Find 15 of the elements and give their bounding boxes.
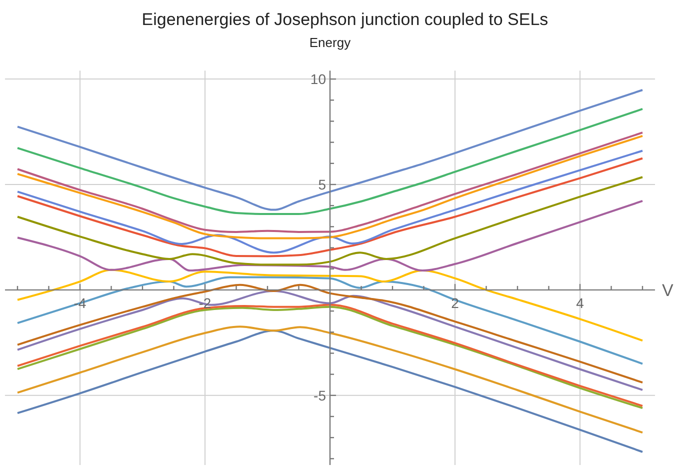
line-series — [16, 330, 644, 453]
line-series — [16, 89, 644, 211]
line-series — [16, 108, 644, 216]
y-tick-label: -5 — [314, 387, 326, 404]
line-series — [16, 200, 644, 272]
line-series — [16, 326, 644, 434]
line-series — [16, 176, 644, 266]
chart-title: Eigenenergies of Josephson junction coupled to SELs — [142, 10, 548, 29]
x-axis-title: V — [662, 280, 674, 300]
line-series — [16, 268, 644, 342]
y-axis-title: Energy — [309, 35, 352, 50]
y-tick-label: 5 — [318, 176, 326, 192]
line-series — [16, 276, 644, 365]
x-tick-label: 4 — [576, 294, 584, 311]
y-tick-label: 10 — [310, 71, 326, 88]
